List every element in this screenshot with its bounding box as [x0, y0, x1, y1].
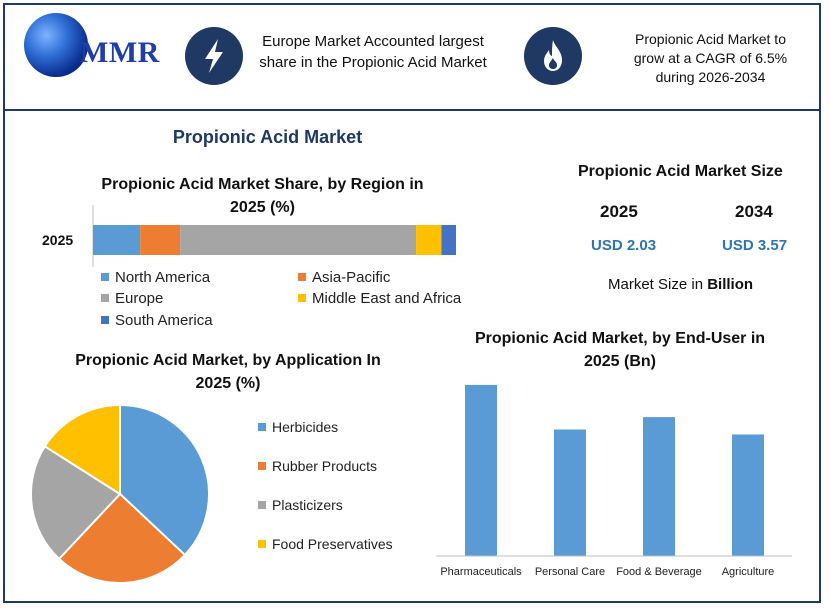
- legend-swatch: [298, 273, 306, 282]
- legend-swatch: [101, 294, 109, 303]
- legend-swatch: [258, 423, 266, 432]
- pie-slice-plasticizers: [30, 444, 122, 561]
- enduser-tick-food-and-beverage: Food & Beverage: [616, 566, 702, 578]
- market-size-year-2034: 2034: [735, 202, 773, 221]
- pie-slice-rubber-products: [57, 492, 187, 584]
- legend-swatch: [101, 273, 109, 282]
- legend-label: Europe: [115, 290, 164, 307]
- legend-label: Food Preservatives: [272, 536, 393, 552]
- pie-legend-rubber-products: Rubber Products: [258, 458, 377, 474]
- pie-legend-plasticizers: Plasticizers: [258, 497, 343, 513]
- region-bar-europe: [180, 225, 417, 255]
- region-stacked-bar-chart: [92, 205, 456, 267]
- region-legend-europe: Europe: [101, 290, 163, 307]
- legend-label: Plasticizers: [272, 497, 343, 513]
- enduser-bar-pharmaceuticals: [465, 384, 497, 556]
- region-bar-middle-east-and-africa: [416, 225, 442, 255]
- enduser-chart-title: Propionic Acid Market, by End-User in 20…: [474, 330, 766, 370]
- region-legend-north-america: North America: [101, 269, 210, 286]
- legend-swatch: [101, 316, 109, 325]
- market-size-note-prefix: Market Size in: [608, 276, 708, 293]
- market-size-title: Propionic Acid Market Size: [578, 163, 783, 180]
- callout-right-text: Propionic Acid Market to grow at a CAGR …: [633, 31, 788, 85]
- region-chart-category-label: 2025: [42, 232, 74, 248]
- application-chart-title: Propionic Acid Market, by Application In…: [75, 352, 381, 392]
- pie-slice-herbicides: [119, 403, 210, 557]
- legend-label: Asia-Pacific: [312, 269, 391, 286]
- market-size-value-2025: USD 2.03: [591, 237, 657, 254]
- application-pie-chart: [30, 403, 210, 584]
- market-size-note: Market Size in Billion: [608, 276, 753, 293]
- pie-legend-herbicides: Herbicides: [258, 419, 338, 435]
- legend-label: South America: [115, 312, 213, 329]
- legend-swatch: [258, 501, 266, 510]
- region-bar-asia-pacific: [140, 225, 181, 255]
- page-title: Propionic Acid Market: [172, 127, 363, 147]
- legend-label: Middle East and Africa: [312, 290, 462, 307]
- legend-label: Herbicides: [272, 419, 339, 435]
- enduser-tick-agriculture: Agriculture: [721, 566, 775, 578]
- legend-label: Rubber Products: [272, 458, 378, 474]
- pie-slice-food-preservatives: [43, 403, 121, 496]
- market-size-note-unit: Billion: [707, 276, 754, 293]
- enduser-bar-agriculture: [732, 434, 764, 556]
- flame-icon: [524, 27, 582, 85]
- region-legend-middle-east-and-africa: Middle East and Africa: [298, 290, 461, 307]
- logo-text: MMR: [80, 36, 160, 69]
- enduser-bar-chart: [436, 384, 792, 557]
- market-size-year-2025: 2025: [600, 202, 638, 221]
- legend-swatch: [258, 462, 266, 471]
- callout-left-text: Europe Market Accounted largest share in…: [259, 33, 487, 71]
- enduser-bar-food-and-beverage: [643, 417, 675, 556]
- enduser-tick-pharmaceuticals: Pharmaceuticals: [440, 566, 522, 578]
- legend-swatch: [298, 294, 306, 303]
- enduser-tick-personal-care: Personal Care: [534, 566, 606, 578]
- enduser-bar-personal-care: [554, 429, 586, 556]
- market-size-value-2034: USD 3.57: [722, 237, 788, 254]
- legend-swatch: [258, 540, 266, 549]
- region-bar-south-america: [441, 225, 456, 255]
- region-legend-asia-pacific: Asia-Pacific: [298, 269, 390, 286]
- lightning-icon: [185, 27, 243, 85]
- region-chart-title: Propionic Acid Market Share, by Region i…: [101, 176, 424, 216]
- pie-legend-food-preservatives: Food Preservatives: [258, 536, 393, 552]
- region-legend-south-america: South America: [101, 312, 213, 329]
- header-divider: [5, 109, 819, 111]
- legend-label: North America: [115, 269, 211, 286]
- globe-logo-icon: [24, 13, 88, 77]
- region-bar-north-america: [93, 225, 141, 255]
